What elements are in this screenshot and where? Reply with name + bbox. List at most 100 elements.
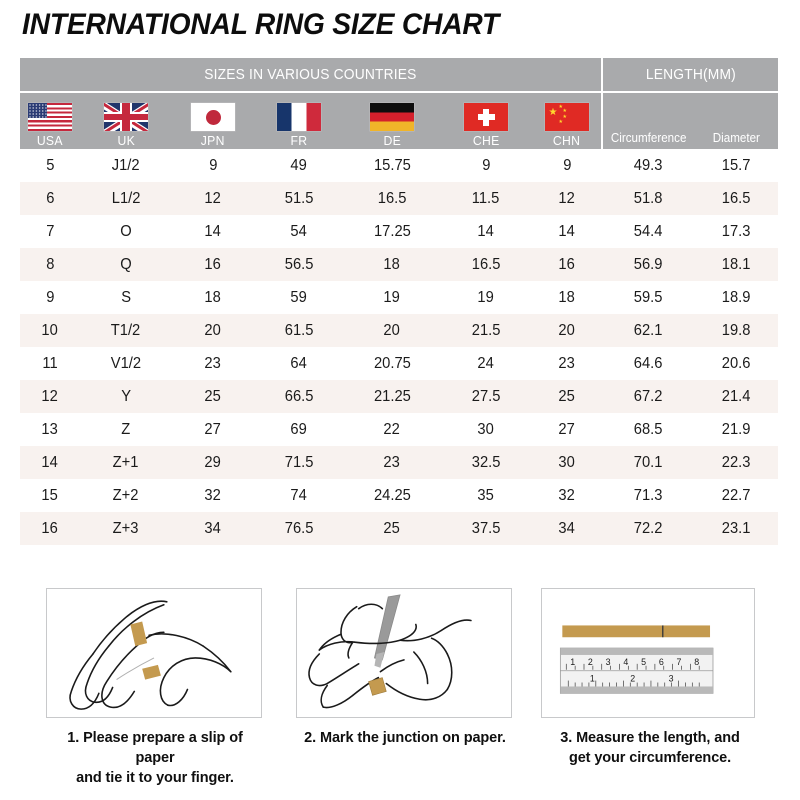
cell-value: 76.5 xyxy=(284,519,314,537)
cell-value: 13 xyxy=(41,420,59,438)
cell-value: L1/2 xyxy=(111,189,141,207)
cell-de: 20.75 xyxy=(344,347,440,380)
measuring-instructions: 1. Please prepare a slip of paper and ti… xyxy=(0,588,800,800)
cell-value: 71.3 xyxy=(633,486,663,504)
cell-value: 19.8 xyxy=(721,321,751,339)
cell-value: 19 xyxy=(477,288,495,306)
cell-usa: 11 xyxy=(20,347,80,380)
cell-circumference: 56.9 xyxy=(602,248,695,281)
svg-text:5: 5 xyxy=(641,657,646,667)
cell-value: 15 xyxy=(41,486,59,504)
cell-value: 30 xyxy=(477,420,495,438)
cell-uk: S xyxy=(80,281,172,314)
cell-usa: 8 xyxy=(20,248,80,281)
cell-uk: Z+1 xyxy=(80,446,172,479)
cell-fr: 71.5 xyxy=(254,446,344,479)
svg-text:1: 1 xyxy=(570,657,575,667)
cell-fr: 76.5 xyxy=(254,512,344,545)
cell-uk: Z+3 xyxy=(80,512,172,545)
cell-uk: T1/2 xyxy=(80,314,172,347)
instruction-step-2: 2. Mark the junction on paper. xyxy=(296,588,514,748)
cell-value: 6 xyxy=(45,189,55,207)
cell-value: 22.3 xyxy=(721,453,751,471)
cell-fr: 54 xyxy=(254,215,344,248)
cell-chn: 18 xyxy=(532,281,603,314)
column-header-circumference: Circumference xyxy=(602,91,695,149)
hand-with-paper-strip-icon xyxy=(69,600,232,710)
cell-value: Z+3 xyxy=(113,519,139,537)
cell-de: 21.25 xyxy=(344,380,440,413)
cell-value: Z xyxy=(121,420,131,438)
cell-diameter: 21.4 xyxy=(694,380,779,413)
cell-uk: Z xyxy=(80,413,172,446)
cell-value: 29 xyxy=(204,453,222,471)
cell-circumference: 71.3 xyxy=(602,479,695,512)
cell-che: 24 xyxy=(440,347,532,380)
cell-value: 16 xyxy=(558,255,576,273)
cell-usa: 6 xyxy=(20,182,80,215)
cell-chn: 12 xyxy=(532,182,603,215)
cell-diameter: 22.3 xyxy=(694,446,779,479)
cell-de: 19 xyxy=(344,281,440,314)
cell-value: 21.5 xyxy=(471,321,501,339)
cell-value: 25 xyxy=(558,387,576,405)
cell-de: 16.5 xyxy=(344,182,440,215)
cell-value: 8 xyxy=(45,255,55,273)
svg-text:4: 4 xyxy=(623,657,628,667)
table-body: 5 J1/2 9 49 15.75 9 9 49.3 15.7 6 L1/2 12 51.5 16.5 11… xyxy=(20,149,779,545)
cell-value: 61.5 xyxy=(284,321,314,339)
cell-value: 62.1 xyxy=(633,321,663,339)
cell-value: 71.5 xyxy=(284,453,314,471)
cell-value: 54.4 xyxy=(633,222,663,240)
cell-uk: V1/2 xyxy=(80,347,172,380)
cell-value: 14 xyxy=(41,453,59,471)
cell-value: 18 xyxy=(204,288,222,306)
group-header-row: SIZES IN VARIOUS COUNTRIES LENGTH(MM) xyxy=(20,58,779,92)
table-row: 15 Z+2 32 74 24.25 35 32 71.3 22.7 xyxy=(20,479,779,512)
flag-usa-icon xyxy=(28,103,72,131)
step-2-caption: 2. Mark the junction on paper. xyxy=(304,730,506,746)
table-row: 16 Z+3 34 76.5 25 37.5 34 72.2 23.1 xyxy=(20,512,779,545)
table-row: 6 L1/2 12 51.5 16.5 11.5 12 51.8 16.5 xyxy=(20,182,779,215)
table-row: 12 Y 25 66.5 21.25 27.5 25 67.2 21.4 xyxy=(20,380,779,413)
cell-value: 12 xyxy=(41,387,59,405)
cell-value: 69 xyxy=(290,420,308,438)
cell-value: J1/2 xyxy=(112,156,140,174)
cell-value: 9 xyxy=(208,156,218,174)
cell-circumference: 54.4 xyxy=(602,215,695,248)
svg-text:6: 6 xyxy=(659,657,664,667)
cell-value: 49.3 xyxy=(633,156,663,174)
cell-diameter: 16.5 xyxy=(694,182,779,215)
cell-de: 23 xyxy=(344,446,440,479)
cell-usa: 7 xyxy=(20,215,80,248)
cell-value: 56.5 xyxy=(284,255,314,273)
table-row: 9 S 18 59 19 19 18 59.5 18.9 xyxy=(20,281,779,314)
cell-value: 17.25 xyxy=(373,222,411,240)
cell-value: S xyxy=(121,288,131,306)
cell-circumference: 62.1 xyxy=(602,314,695,347)
cell-diameter: 18.9 xyxy=(694,281,779,314)
cell-diameter: 17.3 xyxy=(694,215,779,248)
cell-chn: 20 xyxy=(532,314,603,347)
cell-value: 70.1 xyxy=(633,453,663,471)
cell-value: 5 xyxy=(45,156,55,174)
cell-che: 30 xyxy=(440,413,532,446)
svg-text:3: 3 xyxy=(606,657,611,667)
cell-value: 21.4 xyxy=(721,387,751,405)
hand-marking-paper-icon xyxy=(308,594,472,709)
cell-fr: 74 xyxy=(254,479,344,512)
column-header-de: DE xyxy=(344,91,440,149)
svg-text:3: 3 xyxy=(669,674,674,684)
flag-germany-icon xyxy=(370,103,414,131)
cell-de: 17.25 xyxy=(344,215,440,248)
column-header-fr: FR xyxy=(254,91,344,149)
cell-value: 9 xyxy=(562,156,572,174)
cell-usa: 10 xyxy=(20,314,80,347)
cell-jpn: 27 xyxy=(172,413,254,446)
cell-circumference: 51.8 xyxy=(602,182,695,215)
cell-de: 18 xyxy=(344,248,440,281)
cell-chn: 32 xyxy=(532,479,603,512)
cell-value: 37.5 xyxy=(471,519,501,537)
flag-uk-icon xyxy=(104,103,148,131)
